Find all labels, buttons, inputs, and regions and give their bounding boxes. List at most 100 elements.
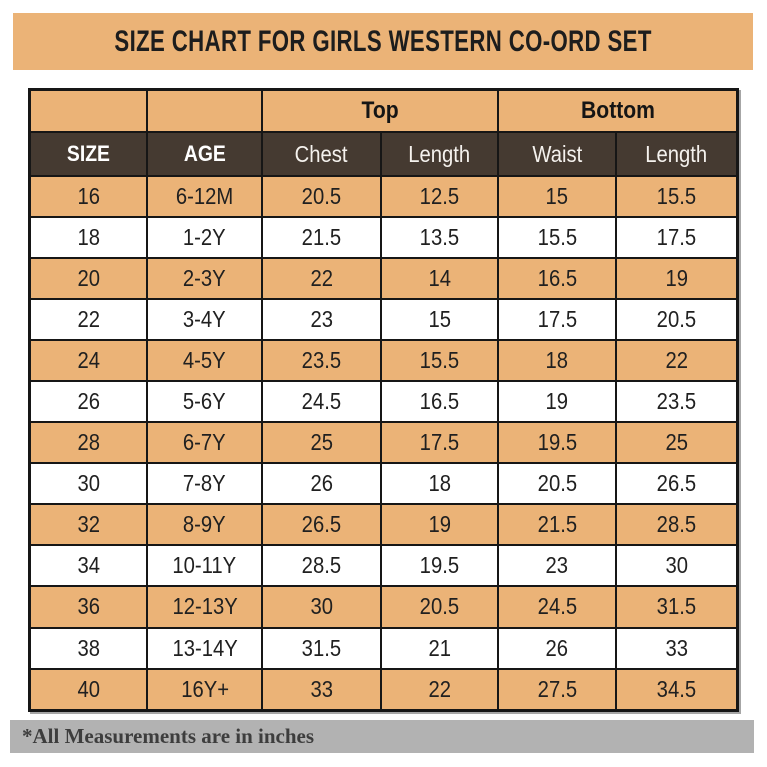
- cell-value: 14: [428, 265, 451, 292]
- column-header-top-length: Length: [379, 131, 500, 177]
- table-cell: 25: [261, 421, 382, 465]
- cell-value: 24.5: [537, 593, 577, 620]
- cell-value: 23: [310, 306, 333, 333]
- column-header-top-length-label: Length: [408, 140, 471, 167]
- cell-value: 31.5: [656, 593, 697, 620]
- cell-value: 38: [77, 634, 100, 661]
- cell-value: 19.5: [419, 552, 460, 579]
- table-cell: 34: [28, 544, 149, 588]
- table-cell: 31.5: [614, 585, 739, 629]
- cell-value: 1-2Y: [183, 224, 227, 251]
- cell-value: 27.5: [537, 675, 577, 702]
- cell-value: 7-8Y: [183, 470, 227, 497]
- table-cell: 16: [28, 174, 149, 219]
- title-banner: SIZE CHART FOR GIRLS WESTERN CO-ORD SET: [13, 13, 753, 70]
- table-row: 30 7-8Y 26 18 20.5 26.5: [28, 462, 739, 506]
- table-row: 24 4-5Y 23.5 15.5 18 22: [28, 339, 739, 383]
- column-header-bottom-length-label: Length: [645, 140, 708, 167]
- table-row: 28 6-7Y 25 17.5 19.5 25: [28, 421, 739, 465]
- cell-value: 19: [428, 511, 451, 538]
- cell-value: 33: [310, 675, 333, 702]
- cell-value: 26: [310, 470, 333, 497]
- cell-value: 6-12M: [176, 183, 234, 210]
- column-header-age: AGE: [146, 131, 264, 177]
- table-row: 20 2-3Y 22 14 16.5 19: [28, 257, 739, 301]
- cell-value: 26: [77, 388, 100, 415]
- cell-value: 25: [310, 429, 333, 456]
- table-cell: 12.5: [379, 174, 500, 219]
- table-cell: 26: [28, 380, 149, 424]
- table-cell: 40: [28, 667, 149, 712]
- cell-value: 18: [428, 470, 451, 497]
- cell-value: 8-9Y: [183, 511, 227, 538]
- table-cell: 1-2Y: [146, 216, 264, 260]
- cell-value: 24.5: [301, 388, 342, 415]
- cell-value: 5-6Y: [183, 388, 227, 415]
- cell-value: 16.5: [419, 388, 460, 415]
- table-cell: 18: [379, 462, 500, 506]
- group-header-bottom-label: Bottom: [580, 97, 655, 124]
- cell-value: 2-3Y: [183, 265, 227, 292]
- table-cell: 28: [28, 421, 149, 465]
- column-header-bottom-length: Length: [614, 131, 739, 177]
- table-cell: 28.5: [261, 544, 382, 588]
- table-cell: 21.5: [497, 503, 617, 547]
- cell-value: 28: [77, 429, 100, 456]
- cell-value: 34: [77, 552, 100, 579]
- measurement-note: *All Measurements are in inches: [22, 724, 315, 748]
- cell-value: 33: [665, 634, 688, 661]
- cell-value: 20.5: [537, 470, 577, 497]
- column-header-waist-label: Waist: [531, 140, 582, 167]
- table-cell: 32: [28, 503, 149, 547]
- table-cell: 3-4Y: [146, 298, 264, 342]
- cell-value: 36: [77, 593, 100, 620]
- table-cell: 24.5: [497, 585, 617, 629]
- table-cell: 13-14Y: [146, 626, 264, 670]
- table-row: 40 16Y+ 33 22 27.5 34.5: [28, 667, 739, 712]
- table-cell: 22: [379, 667, 500, 712]
- size-table-body: 16 6-12M 20.5 12.5 15 15.5 18 1-2Y 21.5 13.5 15.5 1…: [28, 174, 739, 712]
- table-cell: 17.5: [497, 298, 617, 342]
- table-cell: 22: [28, 298, 149, 342]
- cell-value: 15: [428, 306, 451, 333]
- cell-value: 22: [310, 265, 333, 292]
- table-cell: 30: [28, 462, 149, 506]
- table-cell: 15.5: [614, 174, 739, 219]
- table-cell: 26: [261, 462, 382, 506]
- cell-value: 23: [545, 552, 569, 579]
- table-cell: 21.5: [261, 216, 382, 260]
- table-cell: 19: [614, 257, 739, 301]
- cell-value: 13.5: [419, 224, 460, 251]
- cell-value: 10-11Y: [172, 552, 237, 579]
- cell-value: 22: [428, 675, 451, 702]
- column-header-row: SIZE AGE Chest Length Waist Length: [28, 131, 739, 177]
- table-cell: 15.5: [379, 339, 500, 383]
- cell-value: 26: [545, 634, 569, 661]
- table-cell: 4-5Y: [146, 339, 264, 383]
- cell-value: 40: [77, 675, 100, 702]
- table-row: 38 13-14Y 31.5 21 26 33: [28, 626, 739, 670]
- table-row: 32 8-9Y 26.5 19 21.5 28.5: [28, 503, 739, 547]
- table-cell: 23.5: [614, 380, 739, 424]
- cell-value: 20.5: [301, 183, 342, 210]
- table-cell: 22: [614, 339, 739, 383]
- group-header-bottom: Bottom: [497, 88, 739, 133]
- table-cell: 28.5: [614, 503, 739, 547]
- cell-value: 4-5Y: [183, 347, 227, 374]
- table-cell: 15: [379, 298, 500, 342]
- table-cell: 26: [497, 626, 617, 670]
- table-cell: 20.5: [614, 298, 739, 342]
- table-cell: 20.5: [261, 174, 382, 219]
- table-cell: 21: [379, 626, 500, 670]
- cell-value: 18: [77, 224, 100, 251]
- cell-value: 16.5: [537, 265, 577, 292]
- cell-value: 31.5: [301, 634, 342, 661]
- size-chart-table: Top Bottom SIZE AGE Chest Length Waist: [28, 88, 739, 712]
- table-cell: 15: [497, 174, 617, 219]
- cell-value: 13-14Y: [172, 634, 238, 661]
- group-header-empty-age: [146, 88, 264, 133]
- cell-value: 34.5: [656, 675, 697, 702]
- table-cell: 15.5: [497, 216, 617, 260]
- cell-value: 22: [665, 347, 688, 374]
- table-cell: 33: [261, 667, 382, 712]
